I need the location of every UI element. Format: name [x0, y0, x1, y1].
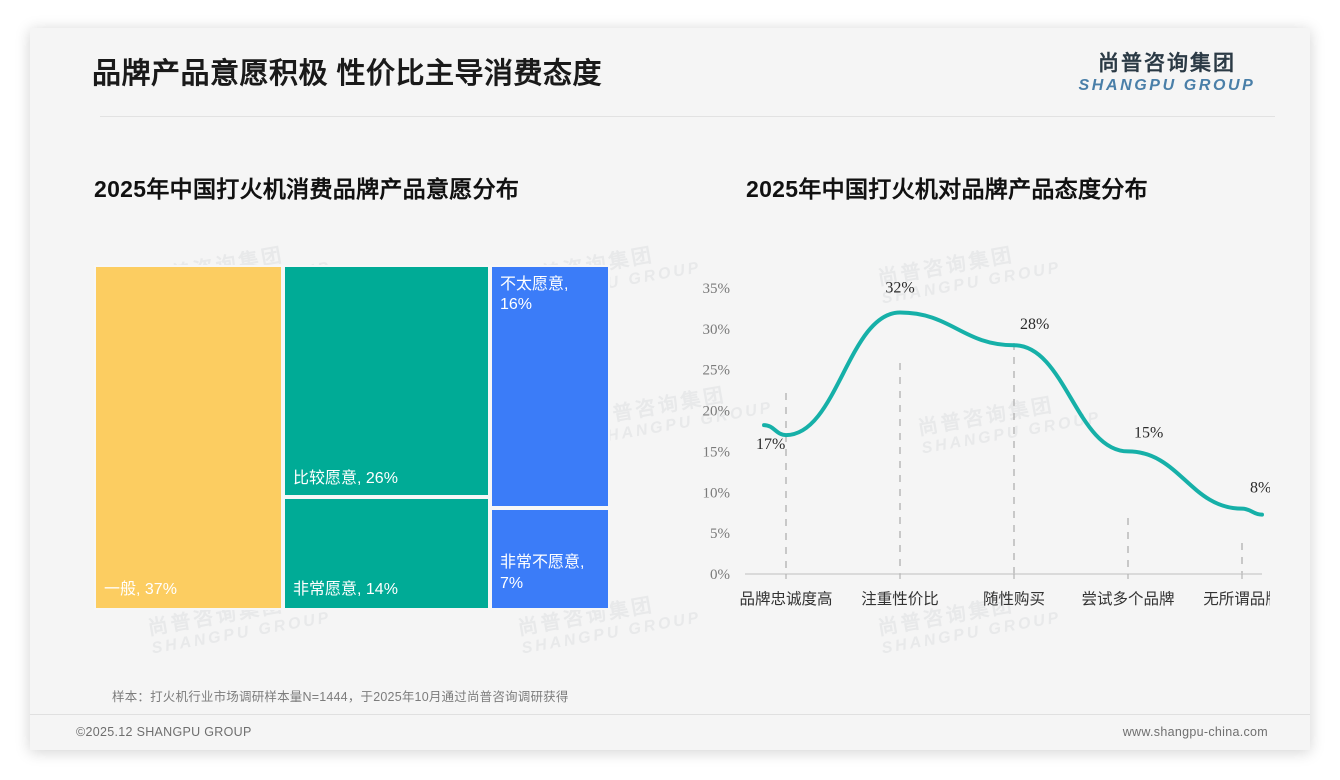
treemap-cell-label: 比较愿意, 26%: [293, 469, 398, 487]
brand-logo: 尚普咨询集团 SHANGPU GROUP: [1062, 52, 1272, 95]
vertical-gridlines: [785, 343, 1243, 574]
slide-footer: ©2025.12 SHANGPU GROUP www.shangpu-china…: [30, 715, 1310, 750]
x-axis-category-labels: 品牌忠诚度高 注重性价比 随性购买 尝试多个品牌 无所谓品牌: [739, 590, 1270, 608]
treemap-chart-title: 2025年中国打火机消费品牌产品意愿分布: [94, 176, 520, 202]
y-axis-tick-label: 0%: [710, 567, 730, 583]
y-axis-tick-label: 10%: [703, 485, 731, 501]
y-axis-tick-label: 30%: [703, 322, 731, 338]
x-axis-category-label: 注重性价比: [861, 590, 939, 608]
treemap-chart: 一般, 37% 比较愿意, 26% 非常愿意, 14% 不太愿意, 16% 非常…: [94, 265, 610, 610]
y-axis-tick-label: 5%: [710, 526, 730, 542]
x-axis-tick-marks: [785, 574, 1243, 579]
slide-canvas: 品牌产品意愿积极 性价比主导消费态度 尚普咨询集团 SHANGPU GROUP …: [30, 28, 1310, 750]
treemap-cell-label: 不太愿意, 16%: [500, 276, 569, 314]
y-axis-tick-label: 20%: [703, 404, 731, 420]
y-axis-tick-label: 15%: [703, 444, 731, 460]
x-axis-category-label: 随性购买: [983, 590, 1045, 608]
line-data-label: 32%: [885, 280, 914, 297]
page-title: 品牌产品意愿积极 性价比主导消费态度: [92, 58, 603, 90]
line-chart-svg: 0% 5% 10% 15% 20% 25% 30% 35% 品牌忠诚度高 注重性价比 随性购买 尝试…: [703, 280, 1271, 608]
treemap-cell-label: 非常愿意, 14%: [293, 580, 398, 598]
x-axis-category-label: 无所谓品牌: [1203, 590, 1270, 608]
footer-divider: [30, 714, 1310, 715]
x-axis-category-label: 品牌忠诚度高: [739, 590, 832, 608]
logo-english-text: SHANGPU GROUP: [1078, 77, 1256, 95]
y-axis-tick-label: 25%: [703, 363, 731, 379]
line-series-path: [762, 310, 1264, 517]
line-data-label: 15%: [1134, 424, 1163, 441]
footer-copyright: ©2025.12 SHANGPU GROUP: [76, 725, 252, 739]
treemap-cell-feichang-buyuanyi[interactable]: 非常不愿意, 7%: [490, 508, 610, 610]
logo-chinese-text: 尚普咨询集团: [1098, 52, 1236, 75]
watermark-en: SHANGPU GROUP: [150, 609, 333, 658]
line-data-label: 8%: [1250, 480, 1270, 497]
treemap-cell-bijiao-yuanyi[interactable]: 比较愿意, 26%: [283, 265, 490, 497]
treemap-cell-label: 非常不愿意, 7%: [500, 554, 585, 592]
line-data-label: 28%: [1020, 316, 1049, 333]
y-axis-tick-label: 35%: [703, 281, 731, 297]
footer-website[interactable]: www.shangpu-china.com: [1122, 725, 1268, 739]
y-axis-tick-labels: 0% 5% 10% 15% 20% 25% 30% 35%: [703, 281, 731, 583]
treemap-cell-yiban[interactable]: 一般, 37%: [94, 265, 283, 610]
treemap-cell-butai-yuanyi[interactable]: 不太愿意, 16%: [490, 265, 610, 508]
slide-header: 品牌产品意愿积极 性价比主导消费态度 尚普咨询集团 SHANGPU GROUP: [30, 28, 1310, 120]
line-data-labels: 17% 32% 28% 15% 8%: [756, 280, 1270, 497]
line-data-label: 17%: [756, 436, 785, 453]
x-axis-category-label: 尝试多个品牌: [1081, 590, 1174, 608]
treemap-cell-label: 一般, 37%: [104, 580, 177, 598]
sample-note: 样本：打火机行业市场调研样本量N=1444，于2025年10月通过尚普咨询调研获…: [112, 690, 569, 704]
header-divider: [100, 116, 1275, 117]
line-chart-title: 2025年中国打火机对品牌产品态度分布: [746, 176, 1148, 202]
line-chart: 0% 5% 10% 15% 20% 25% 30% 35% 品牌忠诚度高 注重性价比 随性购买 尝试…: [650, 268, 1271, 618]
treemap-cell-feichang-yuanyi[interactable]: 非常愿意, 14%: [283, 497, 490, 610]
